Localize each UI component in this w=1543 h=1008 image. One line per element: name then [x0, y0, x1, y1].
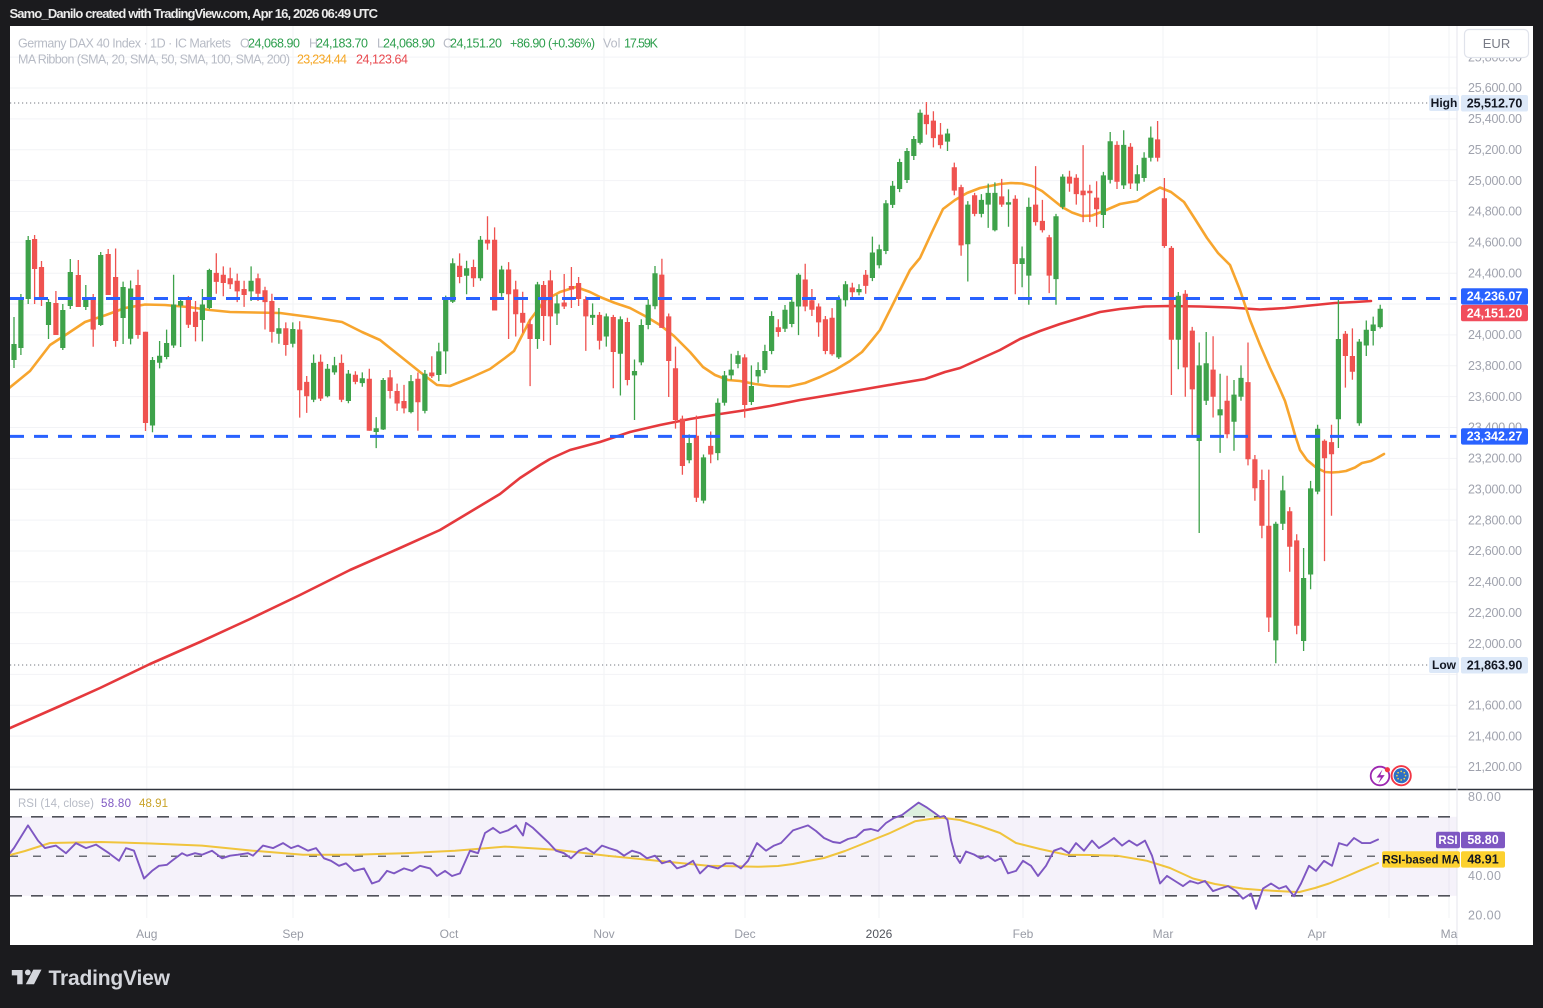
svg-text:23,800.00: 23,800.00	[1468, 359, 1522, 373]
svg-text:25,000.00: 25,000.00	[1468, 174, 1522, 188]
svg-text:22,800.00: 22,800.00	[1468, 513, 1522, 527]
svg-text:Nov: Nov	[593, 927, 614, 941]
svg-text:EUR: EUR	[1483, 36, 1510, 51]
svg-text:23,000.00: 23,000.00	[1468, 482, 1522, 496]
svg-text:24,400.00: 24,400.00	[1468, 266, 1522, 280]
svg-text:Oct: Oct	[440, 927, 459, 941]
svg-text:24,236.07: 24,236.07	[1467, 290, 1523, 304]
svg-text:Feb: Feb	[1013, 927, 1034, 941]
svg-text:48.91: 48.91	[1467, 853, 1498, 867]
svg-text:Apr: Apr	[1308, 927, 1327, 941]
svg-text:80.00: 80.00	[1468, 790, 1501, 804]
svg-text:25,512.70: 25,512.70	[1467, 96, 1523, 110]
svg-text:21,200.00: 21,200.00	[1468, 760, 1522, 774]
svg-text:Samo_Danilo created with Tradi: Samo_Danilo created with TradingView.com…	[10, 6, 379, 21]
svg-text:21,400.00: 21,400.00	[1468, 729, 1522, 743]
svg-text:2026: 2026	[866, 927, 893, 941]
svg-text:Ma: Ma	[1441, 927, 1458, 941]
svg-text:21,600.00: 21,600.00	[1468, 699, 1522, 713]
svg-text:22,000.00: 22,000.00	[1468, 637, 1522, 651]
svg-text:RSI: RSI	[1438, 835, 1457, 847]
svg-text:21,863.90: 21,863.90	[1467, 658, 1523, 672]
svg-text:23,342.27: 23,342.27	[1467, 430, 1523, 444]
svg-text:MA Ribbon (SMA, 20, SMA, 50, S: MA Ribbon (SMA, 20, SMA, 50, SMA, 100, S…	[18, 53, 408, 67]
svg-text:TradingView: TradingView	[49, 967, 171, 990]
svg-text:High: High	[1431, 96, 1458, 110]
svg-text:Low: Low	[1432, 658, 1457, 672]
svg-text:23,600.00: 23,600.00	[1468, 390, 1522, 404]
svg-text:22,600.00: 22,600.00	[1468, 544, 1522, 558]
svg-text:RSI-based MA: RSI-based MA	[1382, 855, 1459, 867]
svg-text:24,000.00: 24,000.00	[1468, 328, 1522, 342]
svg-text:40.00: 40.00	[1468, 869, 1501, 883]
svg-text:22,400.00: 22,400.00	[1468, 575, 1522, 589]
svg-text:Mar: Mar	[1153, 927, 1174, 941]
svg-text:Dec: Dec	[734, 927, 755, 941]
svg-text:Aug: Aug	[136, 927, 157, 941]
svg-text:25,600.00: 25,600.00	[1468, 81, 1522, 95]
svg-text:25,200.00: 25,200.00	[1468, 143, 1522, 157]
svg-text:Germany DAX 40 Index · 1D · IC: Germany DAX 40 Index · 1D · IC Markets	[18, 37, 231, 51]
svg-text:23,200.00: 23,200.00	[1468, 452, 1522, 466]
svg-text:58.80: 58.80	[1467, 833, 1498, 847]
svg-text:24,600.00: 24,600.00	[1468, 236, 1522, 250]
svg-text:Sep: Sep	[282, 927, 304, 941]
svg-text:24,800.00: 24,800.00	[1468, 205, 1522, 219]
svg-text:20.00: 20.00	[1468, 909, 1501, 923]
svg-text:22,200.00: 22,200.00	[1468, 606, 1522, 620]
svg-text:25,400.00: 25,400.00	[1468, 112, 1522, 126]
svg-text:24,151.20: 24,151.20	[1467, 306, 1523, 320]
